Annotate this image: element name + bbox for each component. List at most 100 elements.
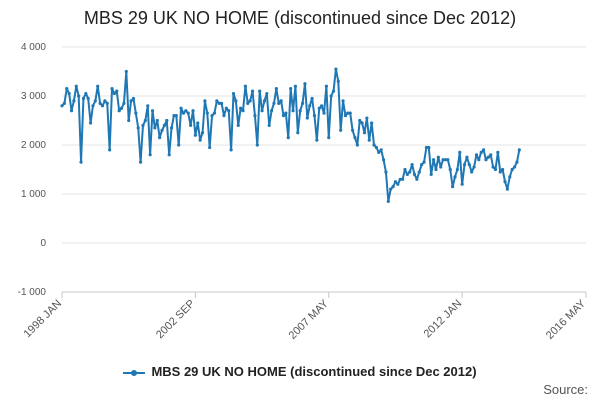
data-point[interactable] bbox=[224, 106, 228, 110]
data-point[interactable] bbox=[415, 177, 419, 181]
data-point[interactable] bbox=[300, 101, 305, 105]
data-point[interactable] bbox=[291, 109, 295, 113]
data-point[interactable] bbox=[274, 87, 278, 91]
data-point[interactable] bbox=[193, 133, 197, 137]
data-point[interactable] bbox=[431, 158, 436, 162]
data-point[interactable] bbox=[424, 145, 429, 150]
data-point[interactable] bbox=[65, 87, 69, 91]
data-point[interactable] bbox=[448, 167, 452, 172]
data-point[interactable] bbox=[508, 175, 512, 179]
data-point[interactable] bbox=[441, 158, 445, 162]
data-point[interactable] bbox=[362, 131, 367, 135]
data-point[interactable] bbox=[74, 84, 78, 88]
data-point[interactable] bbox=[396, 182, 400, 186]
data-point[interactable] bbox=[124, 69, 128, 74]
data-point[interactable] bbox=[153, 126, 157, 130]
data-point[interactable] bbox=[136, 126, 140, 130]
data-point[interactable] bbox=[370, 121, 374, 125]
data-point[interactable] bbox=[434, 167, 438, 172]
data-point[interactable] bbox=[222, 114, 226, 118]
data-point[interactable] bbox=[312, 114, 317, 118]
data-point[interactable] bbox=[358, 118, 362, 123]
data-point[interactable] bbox=[165, 118, 169, 123]
data-point[interactable] bbox=[258, 89, 262, 93]
data-point[interactable] bbox=[465, 155, 469, 159]
data-point[interactable] bbox=[410, 163, 414, 167]
data-point[interactable] bbox=[112, 91, 116, 96]
data-point[interactable] bbox=[191, 109, 195, 113]
data-point[interactable] bbox=[491, 165, 495, 169]
data-point[interactable] bbox=[331, 89, 336, 93]
data-point[interactable] bbox=[472, 165, 476, 169]
data-point[interactable] bbox=[350, 128, 355, 132]
data-point[interactable] bbox=[93, 99, 97, 103]
data-point[interactable] bbox=[88, 121, 93, 125]
data-point[interactable] bbox=[489, 153, 493, 157]
data-point[interactable] bbox=[84, 91, 88, 96]
data-point[interactable] bbox=[298, 109, 302, 113]
data-point[interactable] bbox=[443, 158, 448, 162]
data-point[interactable] bbox=[62, 101, 66, 105]
data-point[interactable] bbox=[108, 148, 112, 152]
data-point[interactable] bbox=[329, 94, 333, 98]
data-point[interactable] bbox=[317, 106, 321, 110]
data-point[interactable] bbox=[470, 170, 474, 174]
data-point[interactable] bbox=[115, 89, 119, 93]
data-point[interactable] bbox=[320, 104, 324, 108]
data-point[interactable] bbox=[305, 116, 309, 120]
data-point[interactable] bbox=[98, 101, 102, 105]
data-point[interactable] bbox=[160, 128, 164, 132]
data-point[interactable] bbox=[119, 106, 124, 110]
data-point[interactable] bbox=[436, 155, 440, 159]
data-point[interactable] bbox=[429, 172, 433, 176]
data-point[interactable] bbox=[117, 109, 121, 113]
data-point[interactable] bbox=[281, 114, 286, 118]
data-point[interactable] bbox=[227, 109, 231, 113]
data-point[interactable] bbox=[377, 150, 381, 154]
data-point[interactable] bbox=[284, 111, 288, 115]
data-point[interactable] bbox=[310, 96, 314, 101]
data-point[interactable] bbox=[241, 109, 245, 113]
data-point[interactable] bbox=[181, 111, 186, 115]
data-point[interactable] bbox=[246, 101, 250, 105]
data-point[interactable] bbox=[150, 109, 155, 113]
legend[interactable]: MBS 29 UK NO HOME (discontinued since De… bbox=[0, 364, 600, 379]
data-point[interactable] bbox=[100, 104, 105, 108]
data-point[interactable] bbox=[143, 118, 147, 123]
data-point[interactable] bbox=[505, 187, 509, 191]
data-point[interactable] bbox=[343, 114, 348, 118]
data-point[interactable] bbox=[260, 109, 264, 113]
data-point[interactable] bbox=[327, 136, 331, 140]
data-point[interactable] bbox=[239, 106, 243, 110]
data-point[interactable] bbox=[501, 167, 505, 172]
data-point[interactable] bbox=[131, 96, 136, 101]
data-point[interactable] bbox=[67, 91, 71, 96]
data-point[interactable] bbox=[236, 123, 240, 127]
data-point[interactable] bbox=[81, 96, 86, 101]
data-point[interactable] bbox=[184, 109, 188, 113]
data-point[interactable] bbox=[177, 143, 181, 147]
data-point[interactable] bbox=[336, 79, 340, 83]
data-point[interactable] bbox=[77, 94, 81, 98]
data-point[interactable] bbox=[234, 99, 238, 103]
data-point[interactable] bbox=[381, 158, 386, 162]
data-point[interactable] bbox=[515, 160, 519, 164]
data-point[interactable] bbox=[365, 116, 369, 120]
data-point[interactable] bbox=[341, 99, 345, 103]
data-point[interactable] bbox=[453, 175, 457, 179]
data-point[interactable] bbox=[322, 111, 326, 115]
data-point[interactable] bbox=[139, 160, 143, 164]
data-point[interactable] bbox=[279, 99, 283, 103]
data-point[interactable] bbox=[196, 121, 200, 125]
data-point[interactable] bbox=[296, 131, 300, 135]
data-point[interactable] bbox=[484, 158, 488, 162]
data-point[interactable] bbox=[315, 138, 319, 142]
data-point[interactable] bbox=[248, 99, 252, 103]
data-point[interactable] bbox=[86, 96, 90, 101]
data-point[interactable] bbox=[158, 136, 162, 140]
data-point[interactable] bbox=[498, 170, 502, 174]
data-point[interactable] bbox=[72, 99, 76, 103]
data-point[interactable] bbox=[179, 106, 183, 110]
data-point[interactable] bbox=[189, 123, 193, 127]
data-point[interactable] bbox=[293, 84, 298, 88]
